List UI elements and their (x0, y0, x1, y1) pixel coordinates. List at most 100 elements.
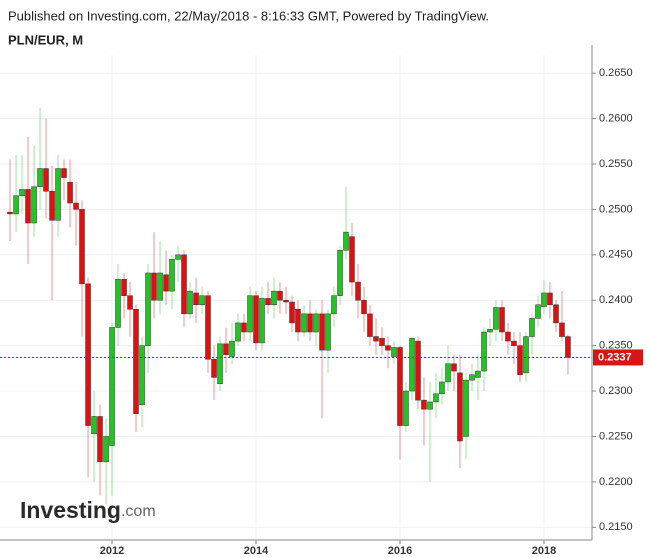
candle-body (463, 379, 469, 437)
watermark-brand: Investing (20, 497, 121, 523)
candle-body (217, 343, 223, 385)
watermark: Investing.com (20, 497, 156, 523)
candle-body (73, 202, 79, 210)
watermark-suffix: .com (121, 503, 156, 520)
candle-body (97, 416, 103, 463)
candle-body (355, 281, 361, 301)
candle-body (115, 279, 121, 328)
candle-body (529, 318, 535, 337)
x-tick-label: 2016 (388, 545, 412, 557)
candle-body (403, 390, 409, 426)
candle-body (349, 236, 355, 283)
candle-body (169, 259, 175, 292)
candles (7, 107, 571, 505)
y-tick-label: 0.2200 (599, 476, 633, 488)
candle-body (211, 359, 217, 378)
candle-body (205, 295, 211, 360)
axes: 0.2150 0.2200 0.2250 0.2300 0.2350 0.2400 0.24… (0, 45, 643, 557)
candle-body (145, 272, 151, 346)
candle-body (415, 340, 421, 401)
candle-body (433, 393, 439, 403)
candle-body (367, 313, 373, 337)
y-tick-label: 0.2450 (599, 249, 633, 261)
candle-body (565, 336, 571, 358)
candle-body (481, 331, 487, 372)
y-tick-label: 0.2150 (599, 521, 633, 533)
candle-body (439, 381, 445, 395)
candle-body (409, 338, 415, 392)
candle-body (19, 189, 25, 197)
candle-body (31, 186, 37, 224)
candle-body (199, 295, 205, 306)
candle-body (307, 313, 313, 333)
candle-body (49, 190, 55, 221)
candle-body (79, 209, 85, 285)
candle-body (85, 283, 91, 426)
candle-body (289, 301, 295, 324)
last-price-box (593, 349, 643, 366)
candle-body (301, 313, 307, 333)
candle-body (235, 322, 241, 342)
candle-body (457, 372, 463, 442)
candle-body (445, 363, 451, 383)
candle-body (91, 416, 97, 434)
candle-body (385, 345, 391, 351)
candle-body (127, 295, 133, 310)
y-tick-label: 0.2400 (599, 294, 633, 306)
candle-body (175, 254, 181, 260)
candle-body (55, 168, 61, 221)
candle-body (151, 272, 157, 301)
candle-body (427, 401, 433, 410)
candle-body (337, 250, 343, 296)
candle-body (475, 370, 481, 378)
candle-body (421, 399, 427, 410)
candle-body (157, 272, 163, 301)
candle-body (469, 374, 475, 381)
candle-body (13, 195, 19, 215)
candle-body (343, 231, 349, 251)
candle-body (523, 336, 529, 374)
candle-body (325, 313, 331, 351)
candle-body (223, 343, 229, 355)
candle-body (505, 331, 511, 342)
x-tick-label: 2012 (100, 545, 124, 557)
candle-body (313, 313, 319, 333)
candle-body (283, 299, 289, 303)
x-tick-label: 2014 (244, 545, 269, 557)
candle-body (361, 299, 367, 315)
candle-body (265, 298, 271, 306)
publish-note: Published on Investing.com, 22/May/2018 … (8, 8, 489, 23)
candle-body (181, 254, 187, 315)
candle-body (517, 345, 523, 375)
candle-body (391, 347, 397, 357)
candle-body (379, 338, 385, 346)
candle-body (295, 309, 301, 333)
candle-body (109, 327, 115, 446)
candle-body (43, 168, 49, 192)
y-tick-label: 0.2650 (599, 67, 633, 79)
candle-body (271, 290, 277, 306)
x-tick-label: 2018 (532, 545, 556, 557)
candle-body (493, 307, 499, 330)
last-price-label: 0.2337 (598, 351, 632, 363)
candle-body (319, 313, 325, 351)
candle-body (25, 189, 31, 224)
candle-body (547, 292, 553, 306)
y-tick-label: 0.2600 (599, 112, 633, 124)
candle-body (139, 345, 145, 405)
y-tick-label: 0.2300 (599, 385, 633, 397)
candle-body (187, 290, 193, 315)
candle-body (7, 211, 13, 215)
chart-title: PLN/EUR, M (8, 32, 83, 47)
candle-body (121, 279, 127, 296)
candle-body (133, 309, 139, 415)
candle-body (553, 304, 559, 324)
candle-body (499, 307, 505, 333)
candle-body (229, 340, 235, 357)
y-tick-label: 0.2550 (599, 158, 633, 170)
candle-body (451, 363, 457, 372)
candle-body (277, 290, 283, 301)
candle-body (67, 181, 73, 204)
